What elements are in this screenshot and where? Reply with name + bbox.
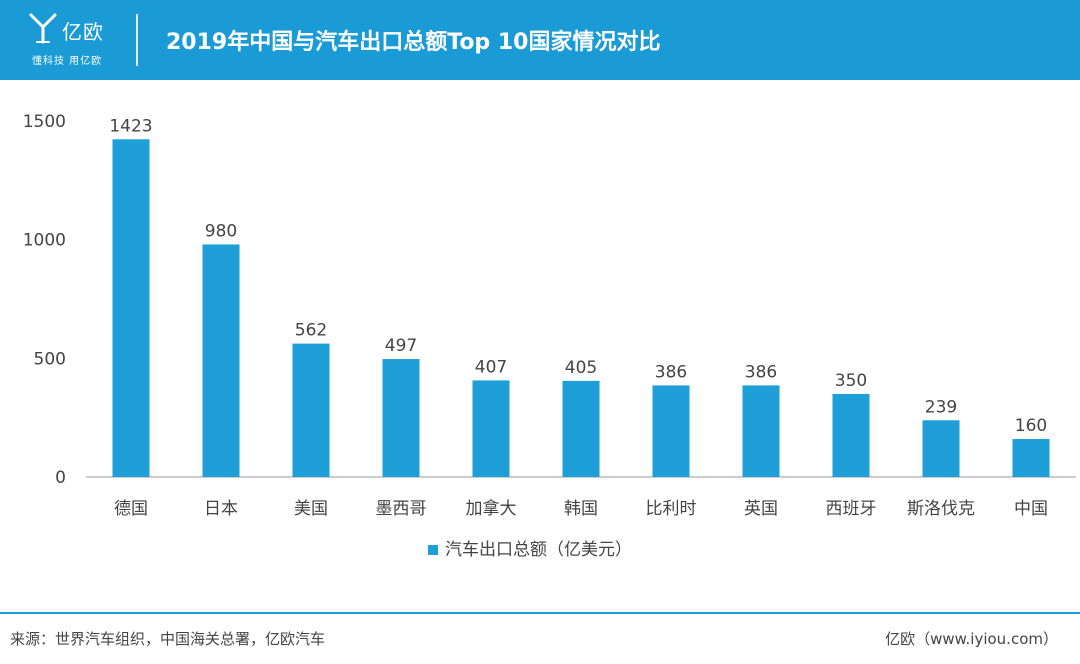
brand-logo[interactable]: 亿欧 懂科技 用亿欧: [28, 10, 128, 70]
bar: [922, 420, 960, 477]
y-tick-label: 500: [34, 349, 66, 369]
logo-slogan: 懂科技 用亿欧: [32, 56, 103, 67]
category-label: 韩国: [564, 499, 598, 519]
bars: [112, 139, 1050, 477]
bar: [382, 359, 420, 477]
category-label: 日本: [204, 499, 238, 519]
data-label: 160: [1015, 416, 1047, 436]
data-label: 497: [385, 336, 417, 356]
header-banner: 亿欧 懂科技 用亿欧 2019年中国与汽车出口总额Top 10国家情况对比: [0, 0, 1080, 80]
legend-label: 汽车出口总额（亿美元）: [445, 540, 632, 560]
legend: 汽车出口总额（亿美元）: [428, 540, 632, 560]
data-label: 407: [475, 357, 507, 377]
category-label: 比利时: [646, 499, 697, 519]
data-label: 239: [925, 397, 957, 417]
category-label: 德国: [114, 499, 148, 519]
site-credit[interactable]: 亿欧（www.iyiou.com）: [885, 630, 1058, 648]
category-label: 加拿大: [466, 498, 517, 519]
data-label: 562: [295, 321, 327, 341]
page-title: 2019年中国与汽车出口总额Top 10国家情况对比: [166, 30, 661, 55]
source-note: 来源：世界汽车组织，中国海关总署，亿欧汽车: [10, 630, 326, 648]
data-label: 386: [655, 362, 687, 382]
y-axis-ticks: 0 500 1000 1500: [23, 112, 66, 488]
category-label: 西班牙: [826, 499, 877, 519]
category-label: 中国: [1014, 499, 1048, 519]
bar: [292, 343, 330, 477]
y-tick-label: 1500: [23, 112, 66, 132]
logo-mark-icon: [29, 13, 57, 44]
category-label: 墨西哥: [376, 499, 427, 519]
header-divider: [136, 14, 138, 66]
legend-swatch: [428, 545, 438, 555]
bar: [562, 380, 600, 477]
bar: [472, 380, 510, 477]
data-label: 405: [565, 358, 597, 378]
category-label: 英国: [744, 499, 778, 519]
data-label: 980: [205, 221, 237, 241]
category-label: 斯洛伐克: [907, 499, 975, 519]
data-label: 386: [745, 362, 777, 382]
bar: [742, 385, 780, 477]
bar: [202, 244, 240, 477]
x-axis-labels: 德国 日本 美国 墨西哥 加拿大 韩国 比利时 英国 西班牙 斯洛伐克 中国: [114, 498, 1048, 519]
logo-name: 亿欧: [62, 20, 104, 44]
bar-chart: 0 500 1000 1500 1423 980 562 497 407 405 386 386 35…: [23, 112, 1076, 560]
data-labels: 1423 980 562 497 407 405 386 386 350 239 160: [109, 116, 1047, 436]
bar: [832, 393, 870, 477]
bar: [652, 385, 690, 477]
y-tick-label: 0: [55, 468, 66, 488]
footer-divider: [0, 612, 1080, 614]
data-label: 350: [835, 371, 867, 391]
bar: [112, 139, 150, 477]
y-tick-label: 1000: [23, 231, 66, 251]
category-label: 美国: [294, 499, 328, 519]
data-label: 1423: [109, 116, 152, 136]
bar: [1012, 439, 1050, 477]
